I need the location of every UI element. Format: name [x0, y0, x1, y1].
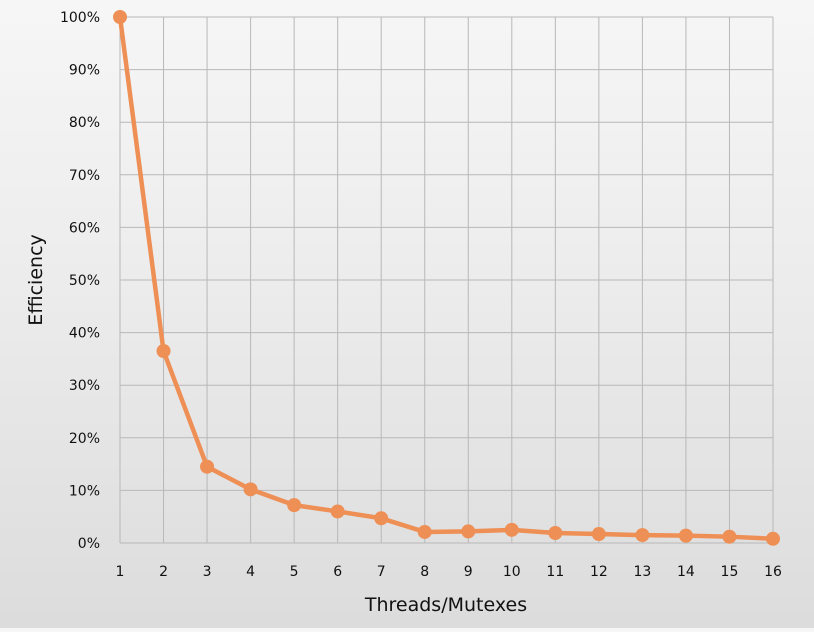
data-point [374, 511, 389, 526]
x-tick-label: 14 [677, 564, 695, 580]
data-point [461, 524, 476, 539]
y-tick-label: 90% [69, 63, 100, 79]
y-tick-label: 40% [69, 326, 100, 342]
y-tick-label: 70% [69, 168, 100, 184]
x-tick-label: 8 [420, 564, 429, 580]
y-tick-label: 0% [78, 536, 100, 552]
y-tick-label: 50% [69, 273, 100, 289]
y-tick-label: 20% [69, 431, 100, 447]
data-point [200, 459, 215, 474]
x-tick-label: 12 [590, 564, 608, 580]
data-point [504, 522, 519, 537]
data-point [156, 344, 171, 359]
series-line [117, 14, 776, 542]
data-point [417, 524, 432, 539]
y-tick-label: 80% [69, 115, 100, 131]
x-tick-label: 5 [290, 564, 299, 580]
data-point [330, 504, 345, 519]
x-tick-label: 15 [721, 564, 739, 580]
y-tick-label: 100% [60, 10, 100, 26]
series-efficiency [113, 10, 780, 546]
x-tick-label: 1 [116, 564, 125, 580]
y-tick-label: 60% [69, 220, 100, 236]
x-tick-label: 2 [159, 564, 168, 580]
grid [119, 16, 774, 544]
x-tick-label: 9 [464, 564, 473, 580]
data-point [591, 527, 606, 542]
x-tick-label: 4 [246, 564, 255, 580]
x-tick-label: 10 [503, 564, 521, 580]
x-axis-title: Threads/Mutexes [364, 594, 527, 616]
x-tick-label: 7 [377, 564, 386, 580]
data-point [766, 531, 780, 546]
x-tick-label: 13 [633, 564, 651, 580]
y-tick-label: 10% [69, 483, 100, 499]
data-point [287, 498, 302, 513]
x-tick-label: 11 [546, 564, 564, 580]
data-point [113, 10, 127, 24]
data-point [243, 482, 258, 497]
y-tick-label: 30% [69, 378, 100, 394]
x-tick-label: 6 [333, 564, 342, 580]
tick-labels: 0%10%20%30%40%50%60%70%80%90%100%1 2 3 4 5 6 7… [60, 10, 782, 580]
data-point [635, 528, 650, 543]
x-tick-label: 16 [764, 564, 782, 580]
data-point [722, 529, 737, 544]
y-axis-title: Efficiency [25, 234, 47, 326]
data-point [548, 526, 563, 541]
x-tick-label: 3 [203, 564, 212, 580]
data-point [678, 528, 693, 543]
